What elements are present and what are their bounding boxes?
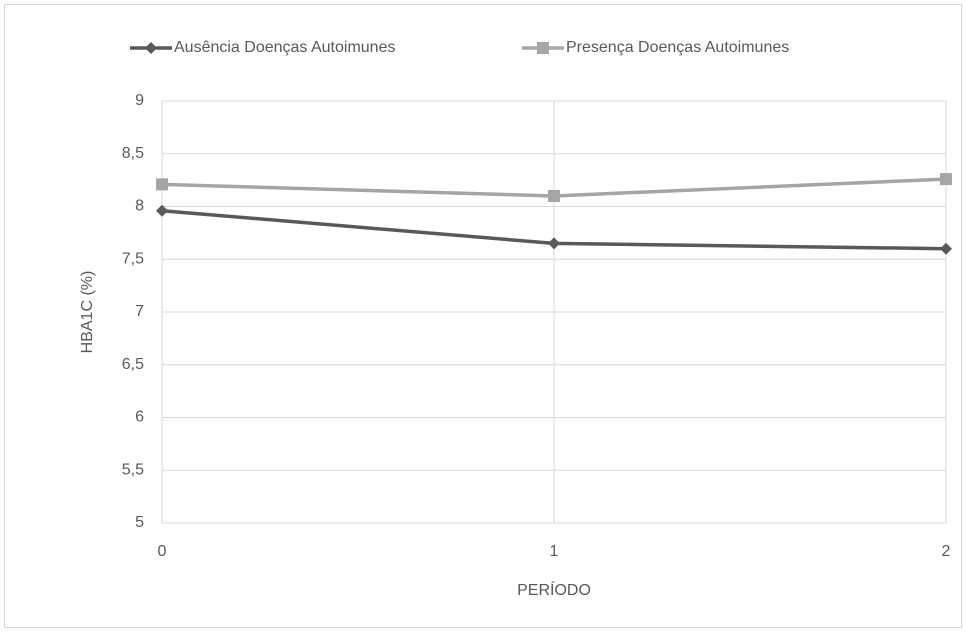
y-tick-label: 5 <box>135 514 144 531</box>
data-point <box>940 173 952 186</box>
legend-marker <box>145 42 157 54</box>
y-tick-label: 6,5 <box>122 356 144 373</box>
x-tick-label: 1 <box>550 543 559 560</box>
legend-marker <box>537 42 549 54</box>
chart-border <box>4 4 962 628</box>
y-tick-label: 5,5 <box>122 461 144 478</box>
y-tick-label: 7 <box>135 303 144 320</box>
data-point <box>156 204 168 217</box>
x-tick-label: 2 <box>942 543 951 560</box>
y-tick-label: 9 <box>135 92 144 109</box>
y-tick-label: 7,5 <box>122 250 144 267</box>
data-point <box>940 242 952 255</box>
y-tick-label: 8 <box>135 198 144 215</box>
y-axis-title: HBA1C (%) <box>79 271 96 354</box>
x-axis-title: PERÍODO <box>517 580 591 599</box>
data-point <box>548 237 560 250</box>
legend-label: Presença Doenças Autoimunes <box>566 39 789 56</box>
x-tick-label: 0 <box>158 543 167 560</box>
legend-label: Ausência Doenças Autoimunes <box>174 39 395 56</box>
y-tick-label: 6 <box>135 409 144 426</box>
data-point <box>156 178 168 191</box>
data-point <box>548 189 560 202</box>
y-tick-label: 8,5 <box>122 145 144 162</box>
